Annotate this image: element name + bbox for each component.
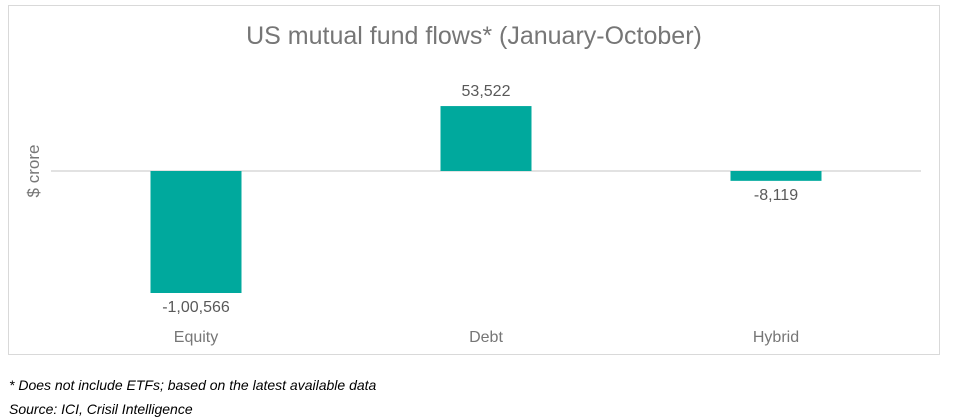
footnote-source: Source: ICI, Crisil Intelligence: [9, 401, 193, 417]
category-label-hybrid: Hybrid: [753, 329, 799, 346]
bar-debt: [440, 106, 532, 171]
data-label-hybrid: -8,119: [754, 187, 798, 204]
chart-title: US mutual fund flows* (January-October): [246, 22, 702, 50]
data-label-debt: 53,522: [462, 83, 511, 100]
data-label-equity: -1,00,566: [162, 299, 230, 316]
chart-plot: $ crore -1,00,566 Equity 53,522 Debt -8,119 Hy…: [24, 83, 921, 346]
category-label-equity: Equity: [174, 329, 218, 346]
bar-equity: [150, 171, 242, 293]
footnote-note: * Does not include ETFs; based on the la…: [9, 377, 377, 393]
category-label-debt: Debt: [469, 329, 503, 346]
chart-frame: US mutual fund flows* (January-October) …: [8, 5, 940, 355]
y-axis-label: $ crore: [24, 145, 43, 198]
bar-hybrid: [730, 171, 822, 181]
